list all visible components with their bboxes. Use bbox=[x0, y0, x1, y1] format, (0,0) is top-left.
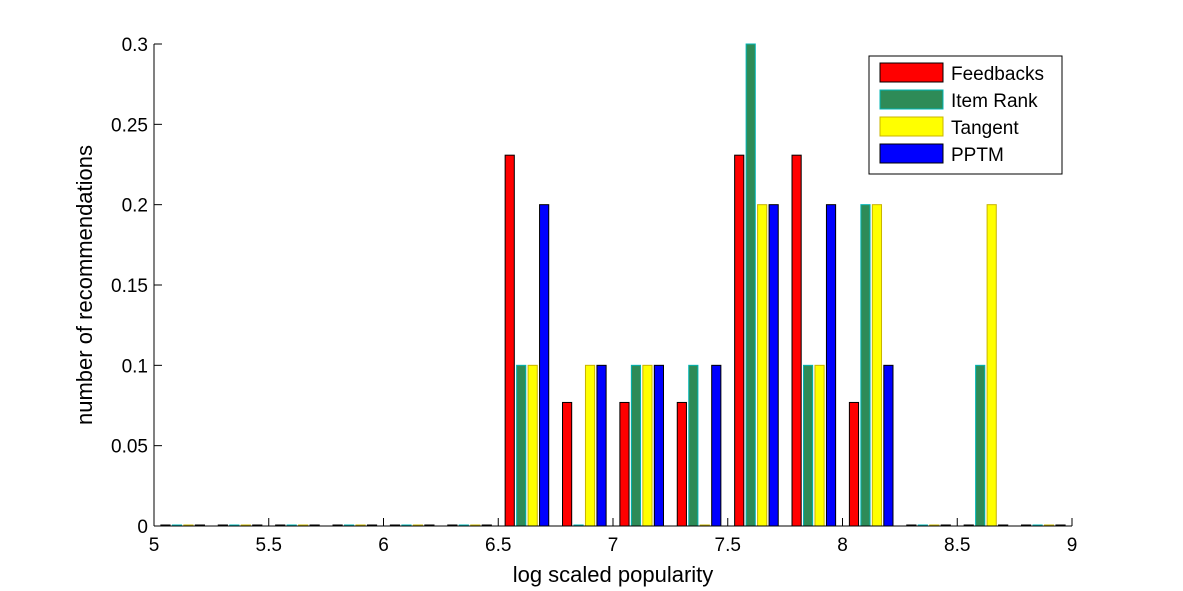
bar-item-rank-6 bbox=[516, 364, 527, 527]
y-tick-label: 0 bbox=[137, 517, 148, 538]
legend-label: Feedbacks bbox=[951, 64, 1044, 85]
x-tick-label: 5 bbox=[149, 535, 160, 556]
axes-layer: 5 5.5 6 6.5 7 7.5 8 8.5 9 0 0.05 0.1 0.15 0.2 0.25 0.3 bbox=[111, 35, 1077, 556]
legend-swatch-item-rank bbox=[879, 89, 944, 110]
x-tick-label: 7 bbox=[608, 535, 619, 556]
bar-item-rank-8 bbox=[630, 364, 642, 527]
y-tick-label: 0.2 bbox=[122, 196, 148, 217]
x-tick-label: 8.5 bbox=[944, 535, 970, 556]
x-tick-label: 6.5 bbox=[485, 535, 511, 556]
bar-pptm-7 bbox=[596, 364, 607, 527]
bar-item-rank-12 bbox=[860, 204, 871, 527]
x-tick-label: 8 bbox=[837, 535, 848, 556]
y-tick-label: 0.05 bbox=[111, 437, 148, 458]
bar-feedbacks-8 bbox=[619, 401, 630, 527]
bar-tangent-8 bbox=[642, 364, 653, 527]
bar-pptm-9 bbox=[711, 364, 722, 527]
bar-pptm-10 bbox=[768, 204, 779, 527]
legend-swatch-tangent bbox=[879, 116, 944, 137]
bar-pptm-8 bbox=[653, 364, 664, 527]
y-tick-label: 0.1 bbox=[122, 356, 148, 377]
y-tick-label: 0.3 bbox=[122, 35, 148, 56]
legend-label: Tangent bbox=[951, 118, 1019, 139]
bar-tangent-11 bbox=[814, 364, 825, 527]
bar-feedbacks-12 bbox=[848, 401, 860, 527]
x-tick-label: 5.5 bbox=[256, 535, 282, 556]
legend-label: PPTM bbox=[951, 145, 1004, 166]
y-tick-label: 0.25 bbox=[111, 115, 148, 136]
bar-feedbacks-10 bbox=[734, 154, 745, 527]
legend-swatch-pptm bbox=[879, 143, 944, 164]
bar-item-rank-11 bbox=[802, 364, 814, 527]
bar-tangent-14 bbox=[986, 204, 997, 527]
legend-label: Item Rank bbox=[951, 91, 1038, 112]
bar-feedbacks-7 bbox=[562, 401, 573, 527]
bar-item-rank-14 bbox=[975, 364, 986, 527]
legend-swatch-feedbacks bbox=[879, 62, 944, 83]
y-axis-label: number of recommendations bbox=[72, 145, 97, 425]
bar-tangent-6 bbox=[527, 364, 538, 527]
x-axis-label: log scaled popularity bbox=[513, 562, 714, 587]
bar-pptm-11 bbox=[825, 204, 837, 527]
x-tick-label: 7.5 bbox=[715, 535, 741, 556]
legend: Feedbacks Item Rank Tangent PPTM bbox=[868, 55, 1063, 175]
bar-tangent-10 bbox=[757, 204, 768, 527]
bar-item-rank-10 bbox=[745, 43, 756, 527]
bar-tangent-12 bbox=[871, 204, 883, 527]
bar-feedbacks-11 bbox=[791, 154, 802, 527]
x-tick-label: 6 bbox=[378, 535, 389, 556]
bar-pptm-6 bbox=[539, 204, 550, 527]
y-tick-label: 0.15 bbox=[111, 276, 148, 297]
bar-tangent-7 bbox=[584, 364, 596, 527]
x-tick-label: 9 bbox=[1067, 535, 1078, 556]
bar-feedbacks-9 bbox=[676, 401, 687, 527]
bar-feedbacks-6 bbox=[504, 154, 515, 527]
bar-item-rank-9 bbox=[688, 364, 699, 527]
bar-pptm-12 bbox=[883, 364, 894, 527]
